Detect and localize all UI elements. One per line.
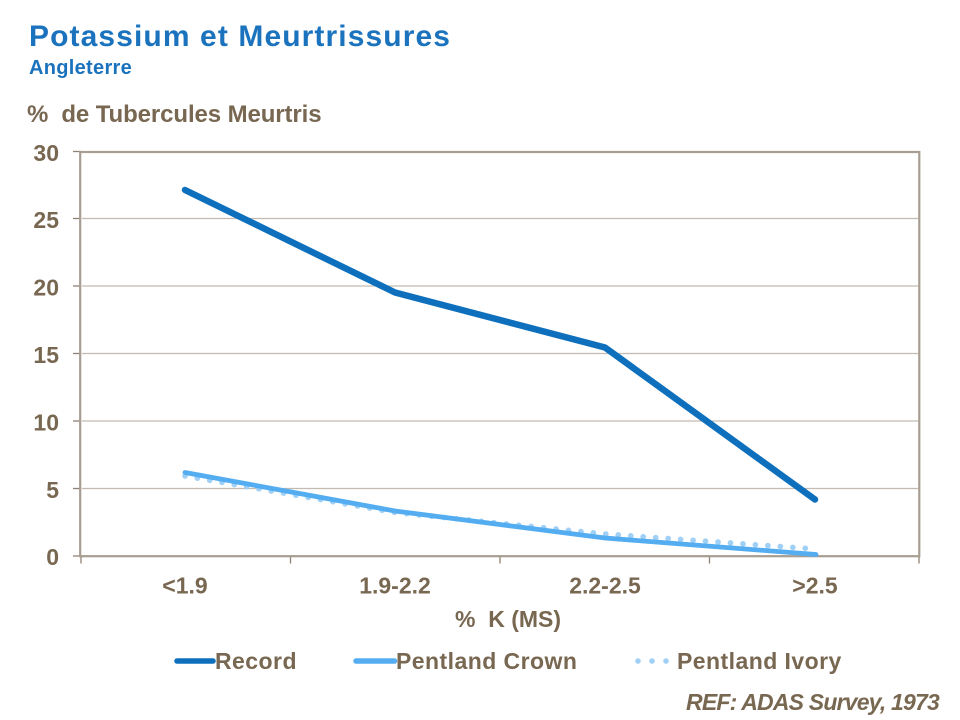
svg-text:Pentland Ivory: Pentland Ivory [677, 648, 842, 674]
svg-text:25: 25 [33, 207, 59, 233]
svg-text:2.2-2.5: 2.2-2.5 [569, 573, 641, 599]
svg-text:15: 15 [33, 342, 59, 368]
svg-text:>2.5: >2.5 [792, 573, 838, 599]
svg-text:Record: Record [215, 648, 297, 674]
svg-text:1.9-2.2: 1.9-2.2 [359, 573, 431, 599]
svg-text:Pentland Crown: Pentland Crown [396, 648, 577, 674]
svg-text:10: 10 [33, 410, 59, 436]
svg-text:<1.9: <1.9 [162, 573, 207, 599]
svg-text:20: 20 [33, 275, 59, 301]
svg-text:0: 0 [46, 544, 59, 570]
svg-text:5: 5 [46, 477, 59, 503]
svg-text:30: 30 [33, 140, 59, 166]
svg-text:% K (MS): % K (MS) [455, 606, 561, 632]
